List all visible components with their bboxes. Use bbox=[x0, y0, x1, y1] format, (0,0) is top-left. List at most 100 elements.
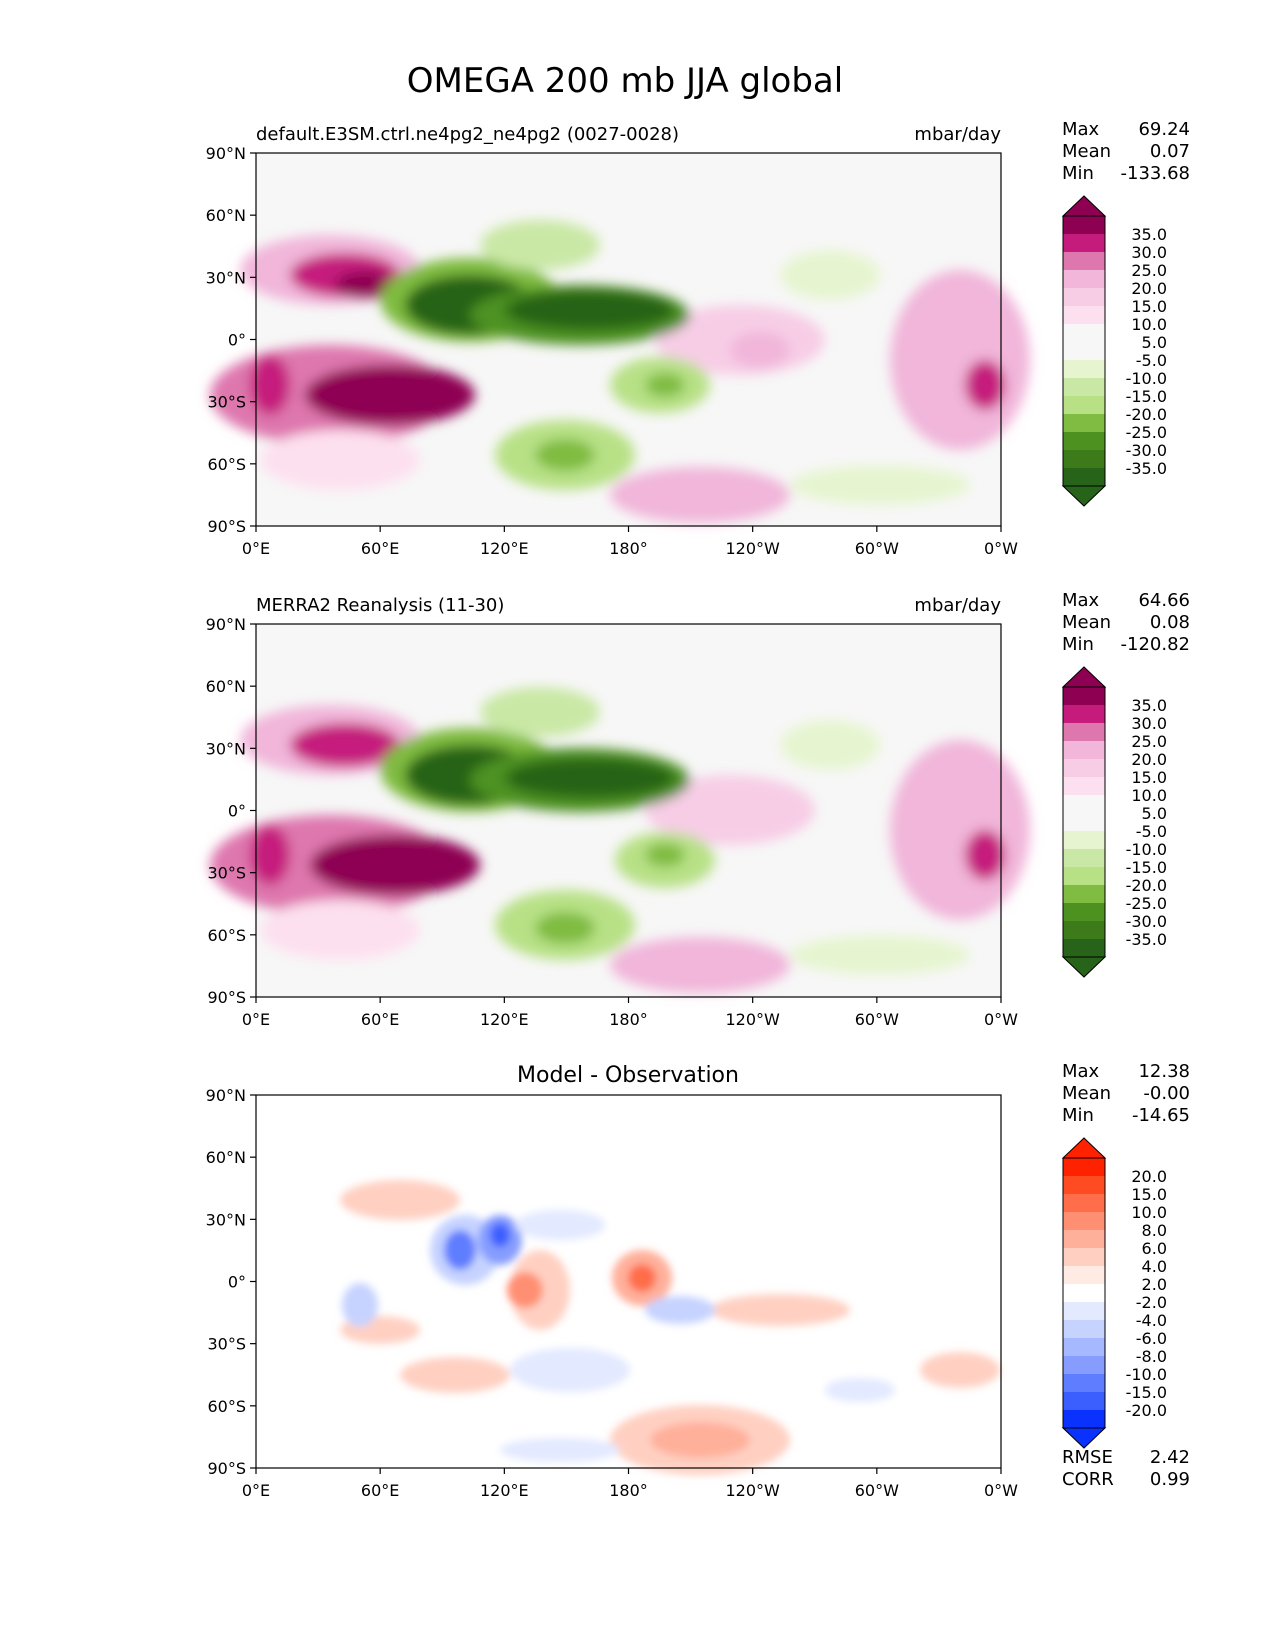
colorbar-segment bbox=[1063, 1284, 1105, 1302]
colorbar-segment bbox=[1063, 1302, 1105, 1320]
y-tick-label: 60°N bbox=[206, 1148, 246, 1167]
x-tick-label: 0°W bbox=[984, 539, 1018, 558]
figure-title: OMEGA 200 mb JJA global bbox=[407, 61, 843, 101]
colorbar-tick-label: 8.0 bbox=[1142, 1221, 1167, 1240]
colorbar-tick-label: -20.0 bbox=[1126, 1401, 1167, 1420]
stat-min-label: Min bbox=[1062, 163, 1094, 184]
y-tick-label: 60°N bbox=[206, 677, 246, 696]
y-tick-label: 90°N bbox=[206, 144, 246, 163]
colorbar-tick-label: -25.0 bbox=[1126, 423, 1167, 442]
colorbar-segment bbox=[1063, 867, 1105, 885]
stat-min-value: -14.65 bbox=[1132, 1105, 1190, 1126]
colorbar-segment bbox=[1063, 1320, 1105, 1338]
stat-corr-value: 0.99 bbox=[1150, 1469, 1190, 1490]
colorbar-tick-label: 15.0 bbox=[1131, 768, 1167, 787]
colorbar-segment bbox=[1063, 705, 1105, 723]
y-tick-label: 90°N bbox=[206, 1086, 246, 1105]
stat-max-label: Max bbox=[1062, 1061, 1100, 1082]
y-tick-label: 0° bbox=[228, 331, 246, 350]
x-tick-label: 60°W bbox=[855, 1010, 899, 1029]
y-tick-label: 60°S bbox=[207, 455, 246, 474]
colorbar-tick-label: 15.0 bbox=[1131, 297, 1167, 316]
colorbar-segment bbox=[1063, 741, 1105, 759]
axes: 0°E 60°E 120°E 180° 120°W 60°W 0°W 90°N 60°N 30°N… bbox=[206, 1086, 1019, 1500]
colorbar-tick-label: 25.0 bbox=[1131, 261, 1167, 280]
y-tick-label: 60°N bbox=[206, 206, 246, 225]
colorbar-tick-label: 10.0 bbox=[1131, 1203, 1167, 1222]
y-tick-label: 30°N bbox=[206, 739, 246, 758]
y-tick-label: 0° bbox=[228, 1273, 246, 1292]
colorbar-tick-label: -2.0 bbox=[1136, 1293, 1167, 1312]
colorbar-tick-label: 20.0 bbox=[1131, 279, 1167, 298]
colorbar-segment bbox=[1063, 432, 1105, 450]
panel-observation: MERRA2 Reanalysis (11-30) mbar/day bbox=[206, 590, 1190, 1029]
x-tick-label: 180° bbox=[609, 1010, 648, 1029]
map-field bbox=[210, 623, 1030, 998]
colorbar-segment bbox=[1063, 759, 1105, 777]
stat-mean-value: -0.00 bbox=[1143, 1083, 1190, 1104]
colorbar: 35.030.025.020.015.010.05.0-5.0-10.0-15.… bbox=[1061, 666, 1167, 978]
x-tick-label: 0°E bbox=[242, 1010, 270, 1029]
stat-max-label: Max bbox=[1062, 590, 1100, 611]
map-field bbox=[255, 1094, 1002, 1475]
y-tick-label: 0° bbox=[228, 802, 246, 821]
colorbar-segment bbox=[1063, 1248, 1105, 1266]
colorbar-tick-label: -4.0 bbox=[1136, 1311, 1167, 1330]
colorbar-segment bbox=[1063, 288, 1105, 306]
colorbar-segment bbox=[1063, 795, 1105, 813]
colorbar-segment bbox=[1063, 1212, 1105, 1230]
colorbar-tick-label: 6.0 bbox=[1142, 1239, 1167, 1258]
colorbar-tick-label: 4.0 bbox=[1142, 1257, 1167, 1276]
colorbar-tick-label: -30.0 bbox=[1126, 441, 1167, 460]
colorbar-segment bbox=[1063, 885, 1105, 903]
panel-units: mbar/day bbox=[914, 595, 1001, 616]
colorbar-segment bbox=[1063, 921, 1105, 939]
colorbar-segment bbox=[1063, 378, 1105, 396]
colorbar-tick-label: -30.0 bbox=[1126, 912, 1167, 931]
x-tick-label: 60°W bbox=[855, 539, 899, 558]
colorbar-segment bbox=[1063, 396, 1105, 414]
colorbar-tick-label: 5.0 bbox=[1142, 804, 1167, 823]
map-field bbox=[210, 152, 1030, 527]
colorbar-extend-bottom bbox=[1061, 485, 1107, 507]
stat-mean-label: Mean bbox=[1062, 612, 1111, 633]
y-tick-label: 30°N bbox=[206, 268, 246, 287]
stat-rmse-value: 2.42 bbox=[1150, 1447, 1190, 1468]
stat-corr-label: CORR bbox=[1062, 1469, 1114, 1490]
colorbar-segment bbox=[1063, 360, 1105, 378]
colorbar-tick-label: -10.0 bbox=[1126, 1365, 1167, 1384]
colorbar-tick-label: 35.0 bbox=[1131, 225, 1167, 244]
y-tick-label: 90°S bbox=[207, 1459, 246, 1478]
colorbar-tick-label: 15.0 bbox=[1131, 1185, 1167, 1204]
colorbar-tick-label: -10.0 bbox=[1126, 840, 1167, 859]
y-tick-label: 30°N bbox=[206, 1210, 246, 1229]
colorbar-segment bbox=[1063, 1194, 1105, 1212]
colorbar-tick-label: 30.0 bbox=[1131, 714, 1167, 733]
panel-units: mbar/day bbox=[914, 124, 1001, 145]
colorbar-segment bbox=[1063, 450, 1105, 468]
colorbar-extend-top bbox=[1061, 195, 1107, 217]
colorbar-tick-label: 25.0 bbox=[1131, 732, 1167, 751]
stat-mean-value: 0.07 bbox=[1150, 141, 1190, 162]
axes: 0°E 60°E 120°E 180° 120°W 60°W 0°W 90°N 60°N 30°N… bbox=[206, 615, 1019, 1029]
colorbar-segment bbox=[1063, 1374, 1105, 1392]
x-tick-label: 180° bbox=[609, 539, 648, 558]
x-tick-label: 60°E bbox=[361, 1010, 399, 1029]
colorbar-segment bbox=[1063, 270, 1105, 288]
colorbar-tick-label: -8.0 bbox=[1136, 1347, 1167, 1366]
stats-block: Max 64.66 Mean 0.08 Min -120.82 bbox=[1062, 590, 1190, 655]
colorbar-segment bbox=[1063, 723, 1105, 741]
panel-title: Model - Observation bbox=[517, 1063, 739, 1088]
colorbar: 35.030.025.020.015.010.05.0-5.0-10.0-15.… bbox=[1061, 195, 1167, 507]
axes: 0°E 60°E 120°E 180° 120°W 60°W 0°W 90°N 60°N 30°N… bbox=[206, 144, 1019, 558]
y-tick-label: 90°S bbox=[207, 988, 246, 1007]
stat-min-label: Min bbox=[1062, 1105, 1094, 1126]
colorbar-segment bbox=[1063, 1410, 1105, 1428]
colorbar-segment bbox=[1063, 342, 1105, 360]
stat-mean-label: Mean bbox=[1062, 141, 1111, 162]
colorbar-segment bbox=[1063, 903, 1105, 921]
colorbar-tick-label: 20.0 bbox=[1131, 750, 1167, 769]
colorbar-segment bbox=[1063, 777, 1105, 795]
stats-block: Max 12.38 Mean -0.00 Min -14.65 RMSE 2.4… bbox=[1062, 1061, 1190, 1490]
